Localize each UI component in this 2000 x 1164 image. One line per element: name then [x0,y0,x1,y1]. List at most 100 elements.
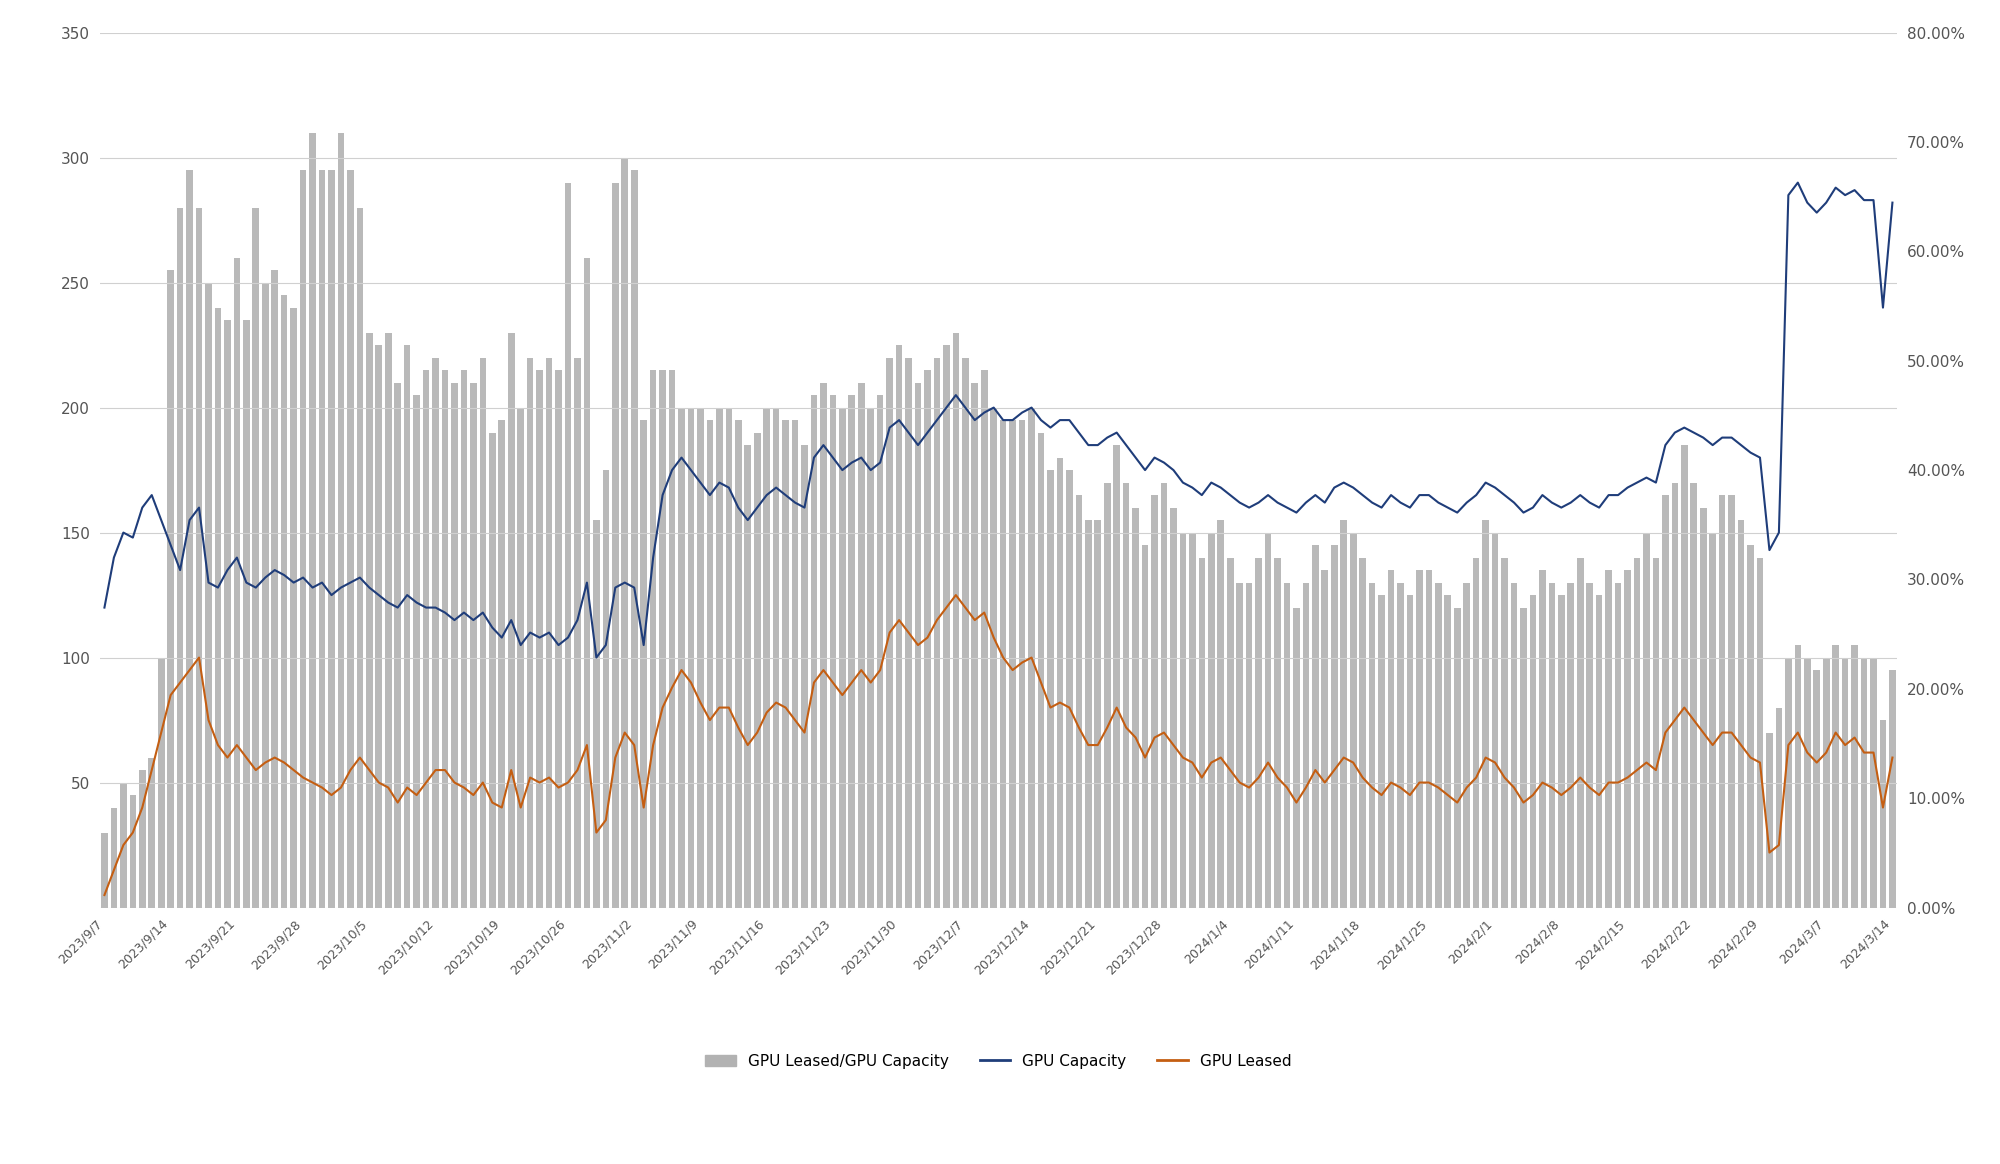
Bar [810,395,818,908]
Bar [802,445,808,908]
Bar [1464,582,1470,908]
Bar [678,407,684,908]
Bar [990,407,998,908]
Bar [1814,670,1820,908]
Bar [1416,570,1422,908]
Bar [518,407,524,908]
Bar [924,370,930,908]
Bar [1152,495,1158,908]
Bar [460,370,468,908]
Bar [1596,595,1602,908]
Bar [1530,595,1536,908]
Bar [744,445,752,908]
Legend: GPU Leased/GPU Capacity, GPU Capacity, GPU Leased: GPU Leased/GPU Capacity, GPU Capacity, G… [700,1048,1298,1074]
Bar [1000,420,1006,908]
Bar [310,133,316,908]
Bar [980,370,988,908]
Bar [1700,508,1706,908]
Bar [1360,558,1366,908]
Bar [290,307,296,908]
Bar [442,370,448,908]
Bar [1662,495,1668,908]
Bar [158,658,164,908]
Bar [206,283,212,908]
Bar [1842,658,1848,908]
Bar [1482,520,1488,908]
Bar [1822,658,1830,908]
Bar [1170,508,1176,908]
Bar [668,370,676,908]
Bar [1122,483,1130,908]
Bar [120,782,126,908]
Bar [1284,582,1290,908]
Bar [1738,520,1744,908]
Bar [432,357,438,908]
Bar [1540,570,1546,908]
Bar [1880,721,1886,908]
Bar [934,357,940,908]
Bar [1330,545,1338,908]
Bar [1274,558,1280,908]
Bar [1246,582,1252,908]
Bar [110,808,118,908]
Bar [772,407,780,908]
Bar [1350,533,1356,908]
Bar [726,407,732,908]
Bar [384,333,392,908]
Bar [470,383,476,908]
Bar [622,157,628,908]
Bar [526,357,534,908]
Bar [1094,520,1102,908]
Bar [300,170,306,908]
Bar [1198,558,1206,908]
Bar [820,383,826,908]
Bar [1472,558,1480,908]
Bar [1226,558,1234,908]
Bar [906,357,912,908]
Bar [488,433,496,908]
Bar [1624,570,1630,908]
Bar [224,320,230,908]
Bar [338,133,344,908]
Bar [1018,420,1026,908]
Bar [1606,570,1612,908]
Bar [612,183,618,908]
Bar [1066,470,1072,908]
Bar [602,470,610,908]
Bar [176,207,184,908]
Bar [1444,595,1452,908]
Bar [1492,533,1498,908]
Bar [564,183,572,908]
Bar [1804,658,1810,908]
Bar [1264,533,1272,908]
Bar [1406,595,1414,908]
Bar [1218,520,1224,908]
Bar [404,345,410,908]
Bar [394,383,402,908]
Bar [594,520,600,908]
Bar [1728,495,1734,908]
Bar [1586,582,1594,908]
Bar [1548,582,1556,908]
Bar [280,296,288,908]
Bar [1398,582,1404,908]
Bar [196,207,202,908]
Bar [1312,545,1318,908]
Bar [234,257,240,908]
Bar [1190,533,1196,908]
Bar [716,407,722,908]
Bar [876,395,884,908]
Bar [1748,545,1754,908]
Bar [650,370,656,908]
Bar [1558,595,1564,908]
Bar [422,370,430,908]
Bar [952,333,960,908]
Bar [1860,658,1868,908]
Bar [214,307,222,908]
Bar [138,771,146,908]
Bar [1576,558,1584,908]
Bar [754,433,760,908]
Bar [556,370,562,908]
Bar [1302,582,1310,908]
Bar [1010,420,1016,908]
